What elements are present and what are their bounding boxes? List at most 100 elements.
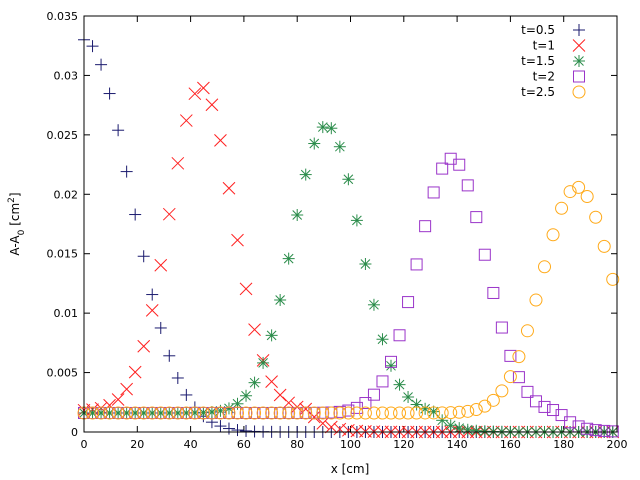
series-2-point bbox=[325, 122, 338, 135]
series-3-point bbox=[470, 211, 483, 224]
series-2-point bbox=[385, 359, 398, 372]
series-1-point bbox=[111, 393, 125, 406]
series-4-point bbox=[563, 185, 577, 199]
series-2-point bbox=[291, 208, 304, 221]
legend-label: t=0.5 bbox=[521, 23, 555, 37]
series-1-point bbox=[179, 114, 193, 127]
series-4-point bbox=[94, 406, 108, 420]
series-0-point bbox=[214, 420, 227, 433]
series-1-point bbox=[188, 87, 202, 101]
series-4-point bbox=[120, 406, 134, 420]
series-3-point bbox=[555, 409, 568, 422]
series-4-point bbox=[410, 406, 424, 420]
series-4-point bbox=[418, 406, 432, 420]
series-4-point bbox=[188, 406, 202, 420]
series-0-point bbox=[231, 424, 244, 437]
series-1-point bbox=[316, 416, 330, 430]
series-4-point bbox=[273, 406, 287, 420]
series-0-point bbox=[129, 208, 142, 221]
series-2-point bbox=[461, 423, 474, 436]
series-4-point bbox=[103, 406, 117, 420]
series-4-point bbox=[324, 406, 338, 420]
series-4-point bbox=[512, 350, 526, 364]
series-0-point bbox=[95, 58, 108, 71]
series-2-point bbox=[265, 329, 278, 342]
series-4-point bbox=[597, 239, 611, 253]
series-4-point bbox=[520, 324, 534, 338]
series-4-point bbox=[239, 406, 253, 420]
series-0-point bbox=[222, 422, 235, 435]
series-2-point bbox=[257, 356, 270, 369]
y-tick-label: 0.01 bbox=[54, 307, 79, 320]
legend-label: t=1 bbox=[533, 39, 555, 53]
series-4-point bbox=[333, 406, 347, 420]
series-4-point bbox=[256, 406, 270, 420]
series-4-point bbox=[452, 405, 466, 419]
x-tick-label: 80 bbox=[290, 438, 304, 451]
y-tick-label: 0.005 bbox=[47, 367, 79, 380]
series-2-point bbox=[282, 252, 295, 265]
series-3-point bbox=[402, 296, 415, 309]
series-4-point bbox=[350, 406, 364, 420]
y-axis-label: A-A0 [cm2] bbox=[7, 192, 27, 255]
series-0-point bbox=[163, 349, 176, 362]
series-1-point bbox=[145, 304, 159, 317]
x-tick-label: 60 bbox=[237, 438, 251, 451]
series-4-point bbox=[205, 406, 219, 420]
series-0-point bbox=[86, 40, 99, 53]
series-1-point bbox=[273, 388, 287, 402]
series-0-point bbox=[112, 124, 125, 137]
series-0-point bbox=[103, 87, 116, 100]
series-1-point bbox=[214, 134, 227, 147]
series-4-point bbox=[572, 180, 586, 194]
y-tick-label: 0.035 bbox=[47, 10, 79, 23]
legend-marker-3 bbox=[573, 70, 585, 83]
series-4-point bbox=[503, 370, 517, 384]
series-1-point bbox=[120, 382, 133, 396]
series-1-point bbox=[239, 282, 253, 296]
series-0-point bbox=[137, 250, 150, 263]
legend-label: t=1.5 bbox=[521, 54, 555, 68]
series-4-point bbox=[265, 406, 279, 420]
series-3-point bbox=[478, 248, 491, 261]
series-2-point bbox=[333, 140, 346, 153]
series-1-point bbox=[222, 181, 236, 195]
series-4-point bbox=[427, 406, 441, 420]
series-4-point bbox=[529, 293, 543, 307]
y-tick-label: 0.02 bbox=[54, 188, 79, 201]
series-2-point bbox=[248, 376, 261, 389]
series-3-point bbox=[495, 321, 508, 334]
legend-marker-2 bbox=[573, 55, 585, 67]
series-4-point bbox=[444, 406, 458, 420]
series-4-point bbox=[162, 406, 176, 420]
series-3-point bbox=[564, 416, 577, 429]
series-3-point bbox=[598, 424, 611, 437]
series-1-point bbox=[137, 339, 151, 353]
series-4-point bbox=[435, 406, 449, 420]
series-4-point bbox=[316, 406, 330, 420]
series-2-point bbox=[308, 137, 321, 150]
series-4-point bbox=[299, 406, 313, 420]
series-2-point bbox=[299, 168, 312, 181]
series-4-point bbox=[290, 406, 304, 420]
series-4-point bbox=[137, 406, 151, 420]
series-2-point bbox=[376, 333, 389, 346]
series-3-point bbox=[453, 158, 466, 171]
series-4-point bbox=[384, 406, 398, 420]
x-tick-label: 160 bbox=[500, 438, 521, 451]
series-3-point bbox=[581, 422, 594, 435]
series-0-point bbox=[171, 371, 184, 384]
series-4-point bbox=[341, 406, 355, 420]
series-1-point bbox=[162, 207, 176, 221]
axis-ticks: 0 20 40 60 80 100 120 140 160 180 200 0 0.005 0.01 0.0… bbox=[47, 10, 628, 451]
series-3-point bbox=[385, 355, 398, 368]
series-1-point bbox=[205, 98, 219, 112]
series-1-point bbox=[324, 420, 338, 434]
x-tick-label: 120 bbox=[393, 438, 414, 451]
series-2-point bbox=[342, 173, 355, 186]
series-4-point bbox=[145, 406, 159, 420]
series-3-point bbox=[606, 425, 619, 438]
series-1-point bbox=[154, 258, 168, 272]
series-1-point bbox=[128, 365, 142, 379]
x-tick-label: 100 bbox=[340, 438, 361, 451]
